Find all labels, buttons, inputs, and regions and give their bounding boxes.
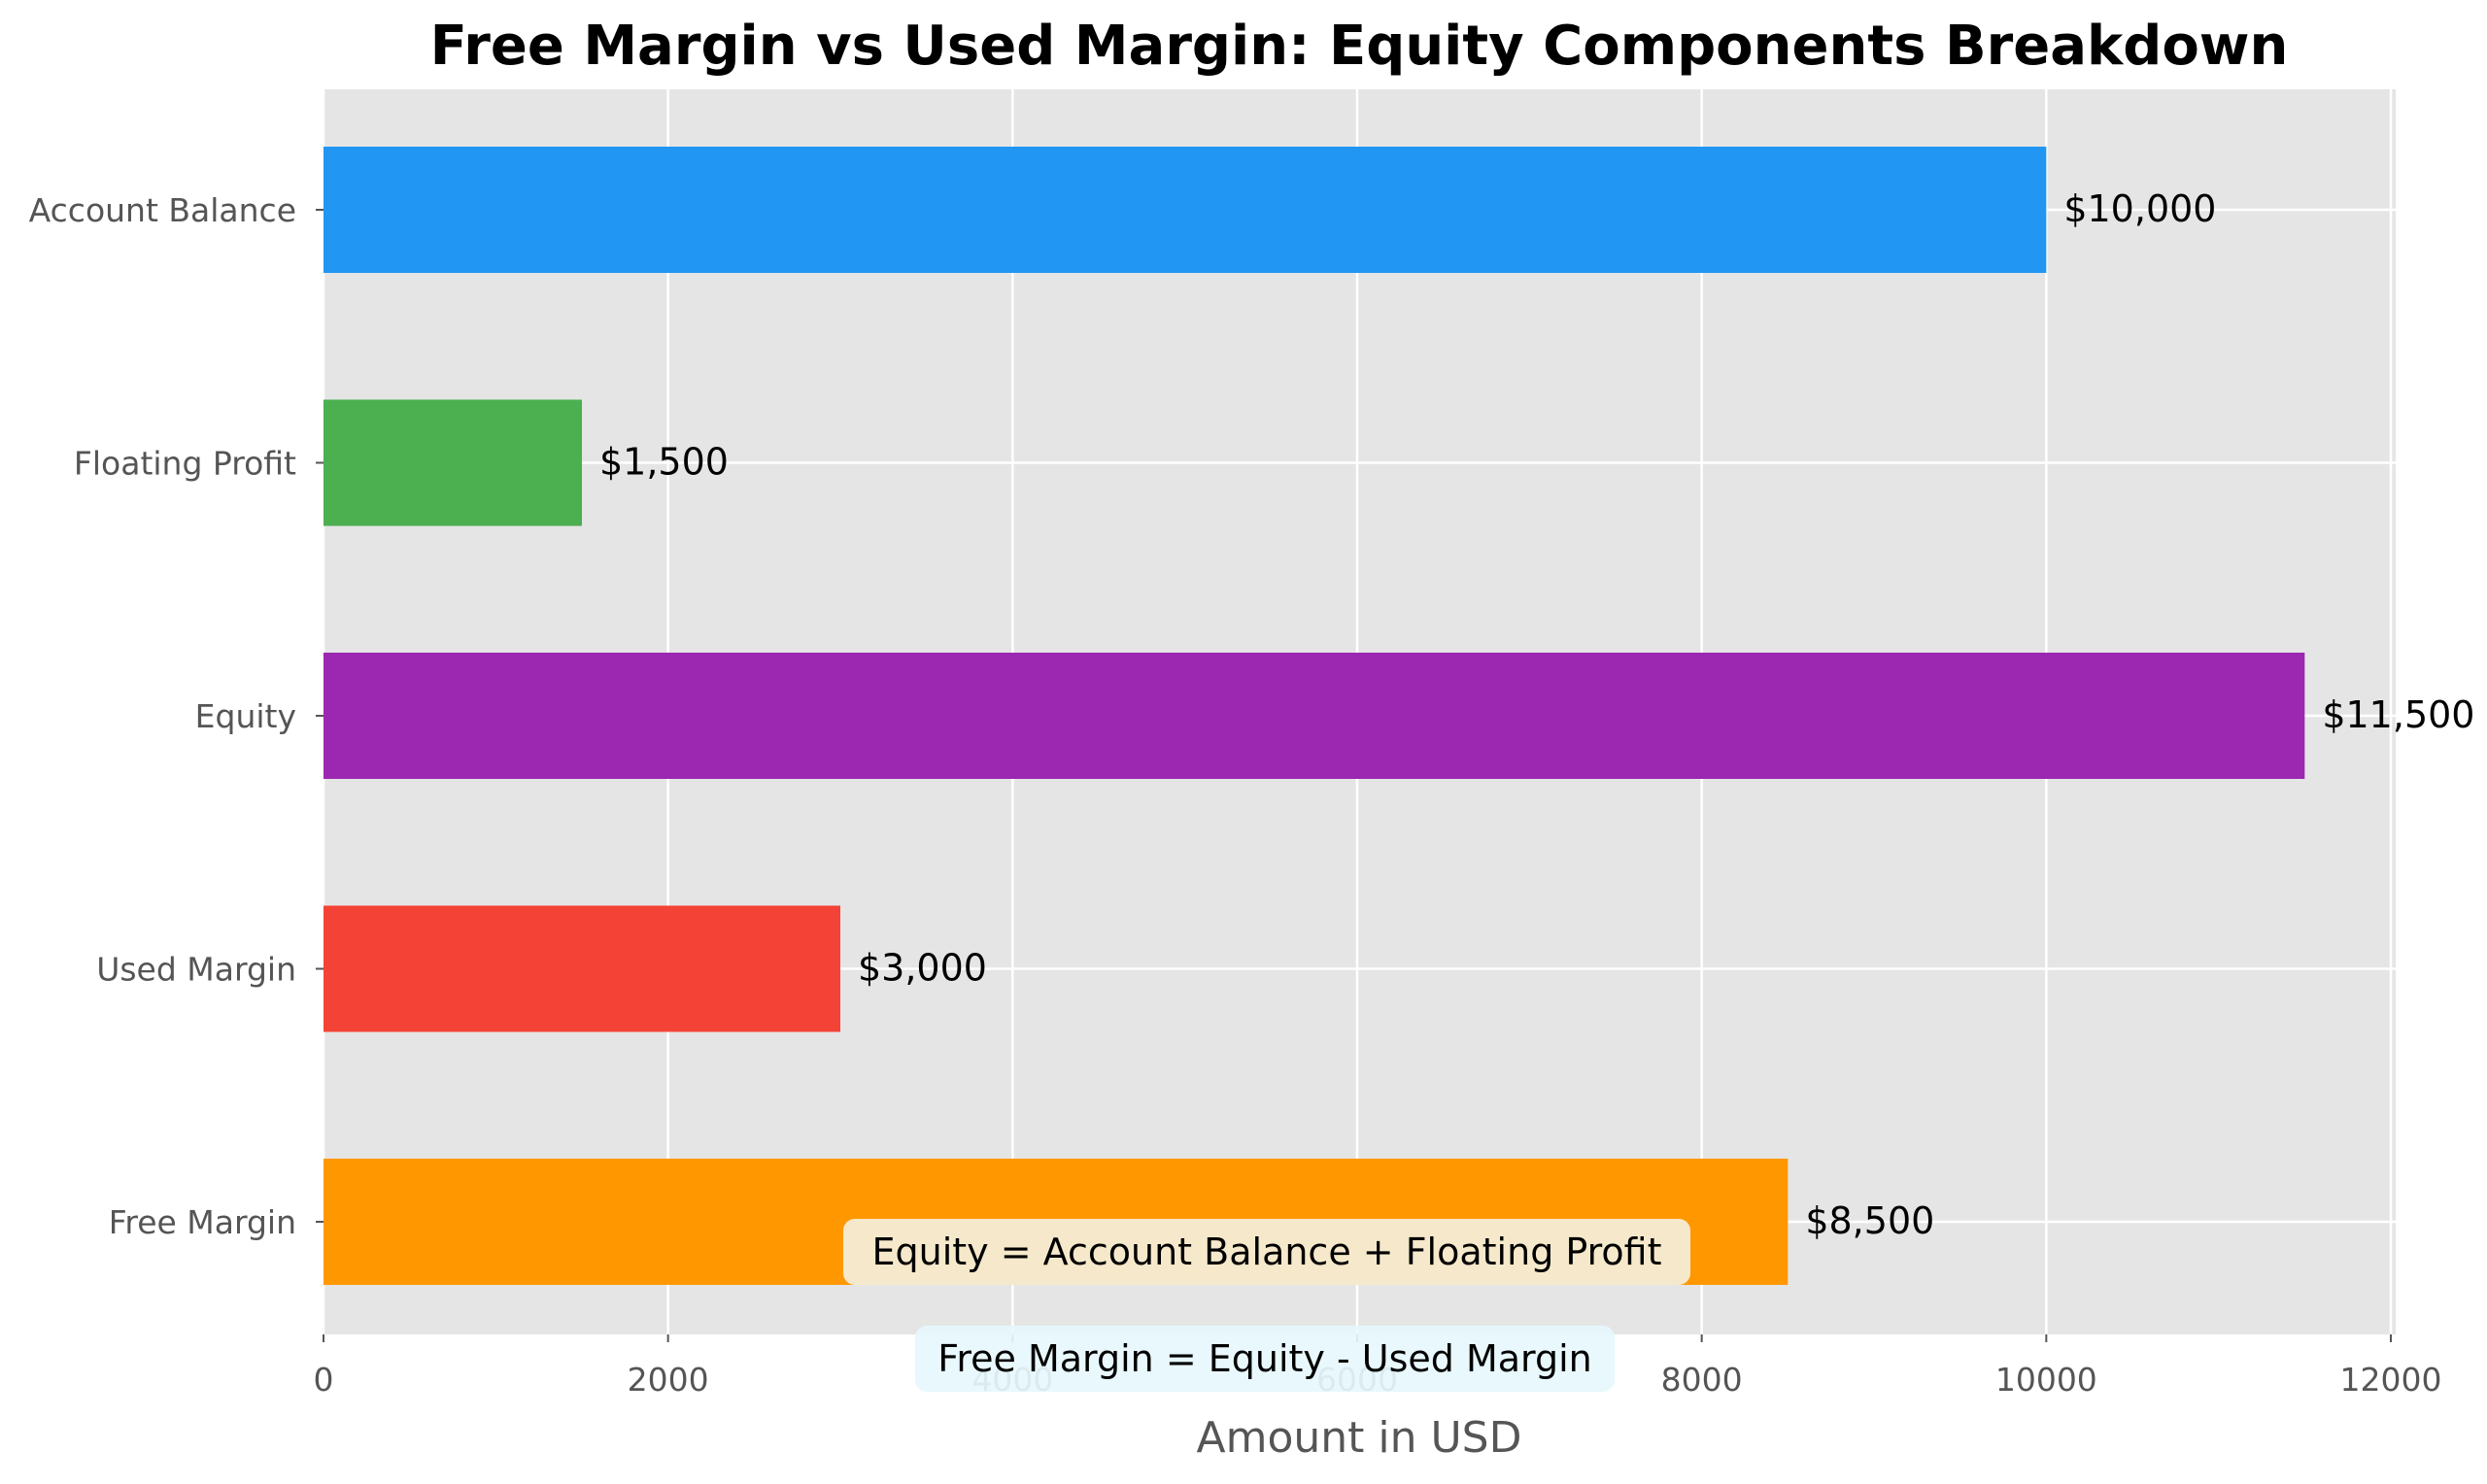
annotations: Equity = Account Balance + Floating Prof… [843, 1219, 1690, 1392]
annotation-text: Free Margin = Equity - Used Margin [937, 1337, 1592, 1380]
bar-floating-profit [324, 399, 582, 526]
x-axis-label: Amount in USD [1196, 1413, 1521, 1463]
value-label: $1,500 [599, 441, 729, 484]
bar-used-margin [324, 905, 840, 1032]
y-tick-label: Free Margin [109, 1203, 296, 1241]
y-tick-label: Floating Profit [74, 445, 296, 483]
y-tick-label: Equity [195, 697, 296, 735]
value-label: $3,000 [858, 947, 987, 990]
bar-account-balance [324, 147, 2047, 273]
value-label: $11,500 [2322, 693, 2474, 736]
annotation-box [915, 1326, 1615, 1392]
y-tick-label: Used Margin [96, 951, 296, 989]
y-tick-label: Account Balance [29, 191, 296, 229]
x-tick-label: 12000 [2340, 1361, 2442, 1399]
x-tick-label: 2000 [628, 1361, 709, 1399]
y-tick-labels: Account Balance Floating Profit Equity Used… [29, 191, 324, 1241]
value-label: $8,500 [1805, 1199, 1934, 1242]
chart-title: Free Margin vs Used Margin: Equity Compo… [430, 15, 2289, 78]
annotation-text: Equity = Account Balance + Floating Prof… [871, 1231, 1661, 1273]
value-labels: $10,000 $1,500 $11,500 $3,000 $8,500 [599, 187, 2474, 1242]
x-tick-label: 10000 [1995, 1361, 2097, 1399]
x-tick-label: 8000 [1661, 1361, 1743, 1399]
annotation-box [843, 1219, 1690, 1285]
value-label: $10,000 [2063, 187, 2216, 230]
bar-equity [324, 653, 2305, 779]
x-tick-label: 0 [314, 1361, 334, 1399]
